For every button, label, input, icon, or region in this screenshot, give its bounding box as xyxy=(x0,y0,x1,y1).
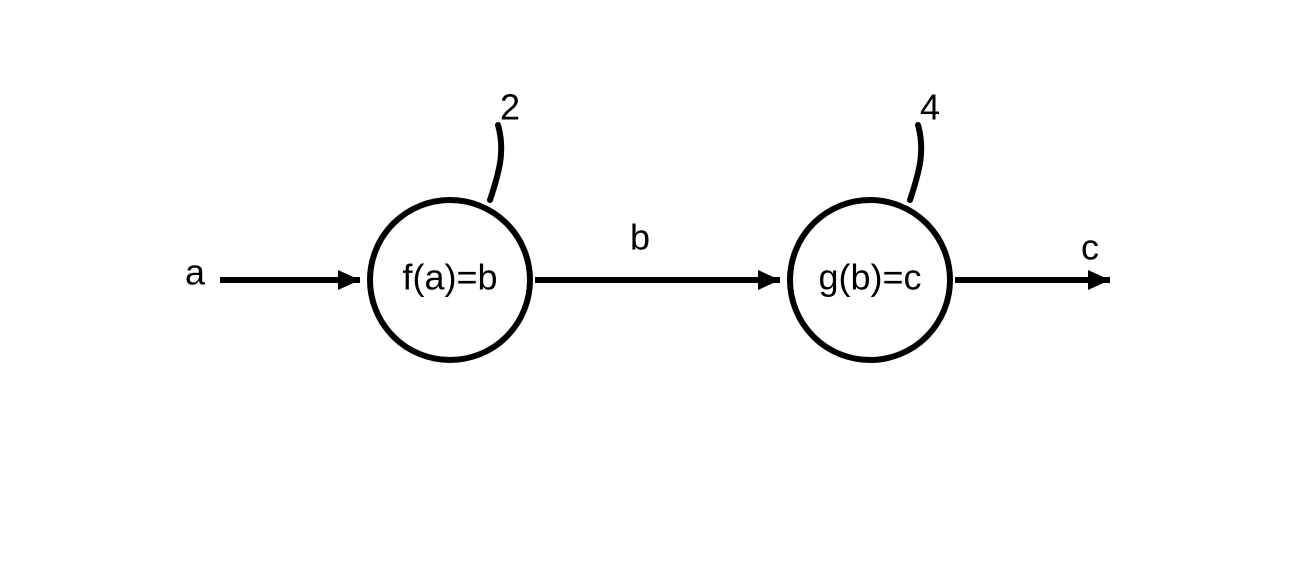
node-g-callout-number: 4 xyxy=(920,87,940,128)
node-f-label: f(a)=b xyxy=(402,257,497,298)
edge-c_out: c xyxy=(955,227,1110,280)
edge-b_mid-label: b xyxy=(630,217,650,258)
edge-a_in: a xyxy=(185,252,360,293)
node-f-callout-line xyxy=(490,125,501,200)
edge-c_out-label: c xyxy=(1081,227,1099,268)
node-g-label: g(b)=c xyxy=(818,257,921,298)
node-g-callout-line xyxy=(910,125,921,200)
edge-b_mid: b xyxy=(535,217,780,280)
edge-a_in-label: a xyxy=(185,252,206,293)
node-g: g(b)=c 4 xyxy=(790,87,950,360)
node-f-callout-number: 2 xyxy=(500,87,520,128)
node-f: f(a)=b 2 xyxy=(370,87,530,360)
